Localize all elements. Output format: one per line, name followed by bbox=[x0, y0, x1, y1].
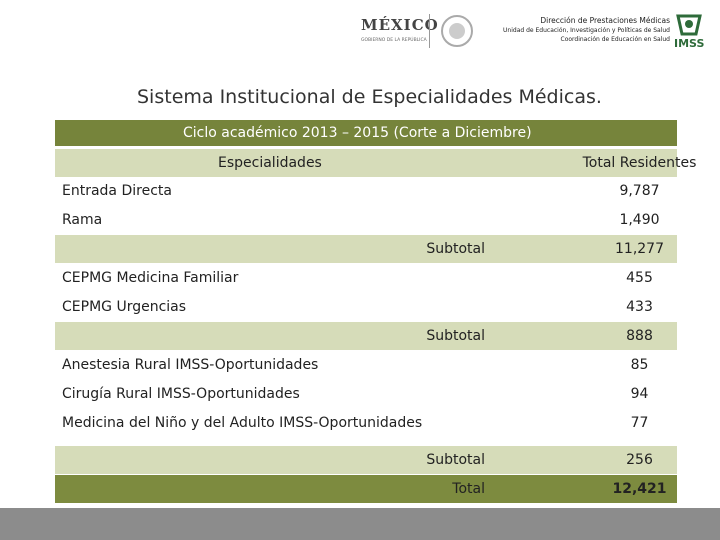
imss-text: IMSS bbox=[674, 37, 705, 50]
header-line: Coordinación de Educación en Salud bbox=[560, 36, 671, 43]
row-value: 94 bbox=[630, 386, 649, 402]
data-row: CEPMG Medicina Familiar 455 bbox=[55, 264, 677, 292]
subtotal-row: Subtotal 256 bbox=[55, 446, 677, 474]
imss-logo bbox=[676, 14, 702, 36]
row-label: Entrada Directa bbox=[62, 183, 172, 199]
gobierno-text: GOBIERNO DE LA REPÚBLICA bbox=[361, 38, 427, 43]
row-value: 433 bbox=[626, 299, 653, 315]
data-row: Anestesia Rural IMSS-Oportunidades 85 bbox=[55, 351, 677, 379]
caption: Ciclo académico 2013 – 2015 (Corte a Dic… bbox=[183, 125, 532, 141]
title: Sistema Institucional de Especialidades … bbox=[137, 86, 602, 108]
caption-row: Ciclo académico 2013 – 2015 (Corte a Dic… bbox=[55, 120, 677, 146]
subtotal-label: Subtotal bbox=[426, 241, 485, 257]
header-line: Dirección de Prestaciones Médicas bbox=[540, 16, 670, 25]
row-value: 9,787 bbox=[619, 183, 660, 199]
row-value: 85 bbox=[630, 357, 649, 373]
subtotal-value: 256 bbox=[626, 452, 653, 468]
row-label: Cirugía Rural IMSS-Oportunidades bbox=[62, 386, 300, 402]
total-row: Total 12,421 bbox=[55, 475, 677, 503]
total-value: 12,421 bbox=[612, 481, 667, 497]
mexico-logo: MÉXICO GOBIERNO DE LA REPÚBLICA bbox=[355, 14, 505, 50]
data-row: CEPMG Urgencias 433 bbox=[55, 293, 677, 321]
mexico-text: MÉXICO bbox=[361, 16, 439, 34]
column-header-row: Especialidades Total Residentes bbox=[55, 149, 696, 177]
row-label: Anestesia Rural IMSS-Oportunidades bbox=[62, 357, 319, 373]
row-value: 1,490 bbox=[619, 212, 660, 228]
data-row: Rama 1,490 bbox=[55, 206, 677, 234]
row-value: 455 bbox=[626, 270, 653, 286]
subtotal-label: Subtotal bbox=[426, 452, 485, 468]
data-row: Medicina del Niño y del Adulto IMSS-Opor… bbox=[55, 409, 677, 437]
subtotal-row: Subtotal 11,277 bbox=[55, 235, 677, 263]
header-line: Unidad de Educación, Investigación y Pol… bbox=[503, 27, 670, 34]
row-label: CEPMG Urgencias bbox=[62, 299, 187, 315]
row-label: Medicina del Niño y del Adulto IMSS-Opor… bbox=[62, 415, 423, 431]
total-label: Total bbox=[452, 481, 485, 497]
column-header: Especialidades bbox=[218, 155, 322, 171]
footer-bar bbox=[0, 508, 720, 540]
subtotal-label: Subtotal bbox=[426, 328, 485, 344]
column-header: Total Residentes bbox=[582, 155, 697, 171]
row-value: 77 bbox=[630, 415, 649, 431]
seal bbox=[441, 15, 473, 47]
data-row: Cirugía Rural IMSS-Oportunidades 94 bbox=[55, 380, 677, 408]
row-label: Rama bbox=[62, 212, 103, 228]
divider bbox=[429, 14, 430, 48]
data-row: Entrada Directa 9,787 bbox=[55, 177, 677, 205]
subtotal-row: Subtotal 888 bbox=[55, 322, 677, 350]
subtotal-value: 11,277 bbox=[615, 241, 664, 257]
row-label: CEPMG Medicina Familiar bbox=[62, 270, 239, 286]
subtotal-value: 888 bbox=[626, 328, 653, 344]
